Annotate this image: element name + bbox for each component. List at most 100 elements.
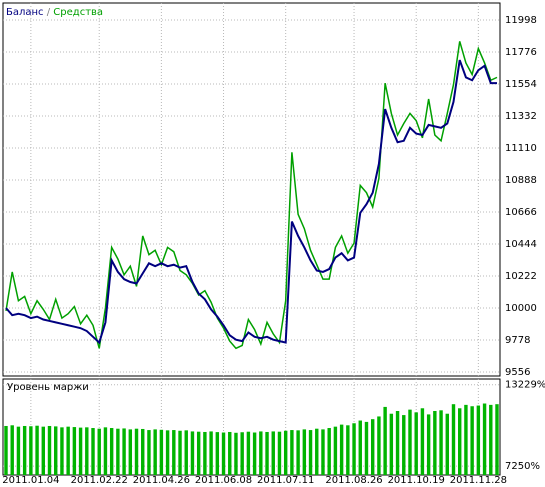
bar [141, 428, 145, 475]
bar [122, 428, 126, 475]
plot-frame [2, 378, 501, 476]
bar [60, 427, 64, 475]
y-tick-label: 10888 [505, 175, 537, 186]
bar [184, 430, 188, 475]
bar [426, 414, 431, 475]
bar [178, 430, 182, 475]
series-line [5, 41, 498, 350]
bar [215, 432, 220, 475]
bar [203, 431, 207, 475]
bar [259, 431, 263, 475]
bar [134, 428, 139, 475]
panel-title: Уровень маржи [7, 382, 89, 393]
bar [296, 430, 300, 475]
bar [10, 425, 14, 475]
bar [290, 430, 294, 475]
y-tick-label: 10444 [505, 239, 537, 250]
y-tick-label: 10000 [505, 303, 537, 314]
bar [109, 428, 114, 475]
bar [190, 431, 195, 475]
bar [346, 425, 350, 475]
bar [252, 432, 257, 475]
legend: Баланс / Средства [6, 7, 103, 18]
y-tick-label: 10666 [505, 207, 537, 218]
bar [352, 423, 356, 475]
x-tick-label: 2011.10.19 [388, 475, 445, 486]
bar [97, 428, 101, 475]
x-tick-label: 2011.04.26 [133, 475, 190, 486]
bar [246, 431, 251, 475]
bar [209, 431, 213, 475]
legend-entry: Средства [53, 7, 103, 18]
bar [78, 427, 83, 475]
bar [85, 427, 89, 475]
y-tick-label: 11554 [505, 79, 537, 90]
bar [327, 428, 331, 475]
bar [339, 424, 344, 475]
bar [265, 431, 269, 475]
bar [470, 406, 474, 475]
x-tick-label: 2011.02.22 [71, 475, 128, 486]
bar [420, 408, 425, 475]
bar [464, 404, 468, 475]
bar [22, 425, 27, 475]
y-tick-label: 11110 [505, 143, 537, 154]
x-tick-label: 2011.11.28 [450, 475, 507, 486]
y-tick-label: 13229% [505, 380, 545, 391]
bar [4, 425, 8, 475]
x-tick-label: 2011.08.26 [325, 475, 382, 486]
bar [414, 412, 418, 475]
bar [321, 429, 325, 475]
bar [489, 404, 493, 475]
y-tick-label: 10222 [505, 271, 537, 282]
y-tick-label: 11776 [505, 47, 537, 58]
bar [234, 432, 238, 475]
bar [147, 430, 151, 475]
bar [91, 428, 95, 475]
bar [240, 432, 244, 475]
y-tick-label: 11332 [505, 111, 537, 122]
x-tick-label: 2011.06.08 [195, 475, 252, 486]
y-tick-label: 9778 [505, 335, 530, 346]
bar [495, 404, 499, 475]
bar [451, 404, 456, 475]
x-tick-label: 2011.01.04 [2, 475, 59, 486]
series-line [5, 59, 497, 345]
bar [370, 419, 375, 475]
bar [66, 426, 70, 475]
bar [402, 415, 406, 475]
bar [476, 405, 481, 475]
bar [271, 431, 275, 475]
plot-frame [2, 2, 501, 377]
bar [16, 426, 21, 475]
bar [389, 413, 394, 475]
bar [116, 428, 120, 475]
bar [445, 413, 449, 475]
bar [482, 403, 487, 475]
bar [283, 430, 288, 475]
bar [302, 429, 307, 475]
y-tick-label: 11998 [505, 15, 537, 26]
bar [228, 431, 232, 475]
bar [395, 411, 400, 475]
bar [433, 411, 437, 475]
bar [103, 427, 108, 475]
bar [41, 426, 46, 475]
bar [457, 408, 462, 475]
y-tick-label: 7250% [505, 461, 540, 472]
legend-separator: / [47, 7, 51, 18]
bar [35, 425, 39, 475]
bar [128, 429, 133, 475]
bar [72, 427, 77, 475]
legend-entry: Баланс [6, 7, 44, 18]
bar [165, 430, 170, 475]
bar [54, 426, 58, 475]
bar [221, 432, 226, 475]
bar [408, 409, 412, 475]
bar [308, 430, 313, 475]
bar [277, 431, 282, 475]
bar [47, 425, 52, 475]
bar [377, 416, 381, 475]
bar [364, 421, 369, 475]
